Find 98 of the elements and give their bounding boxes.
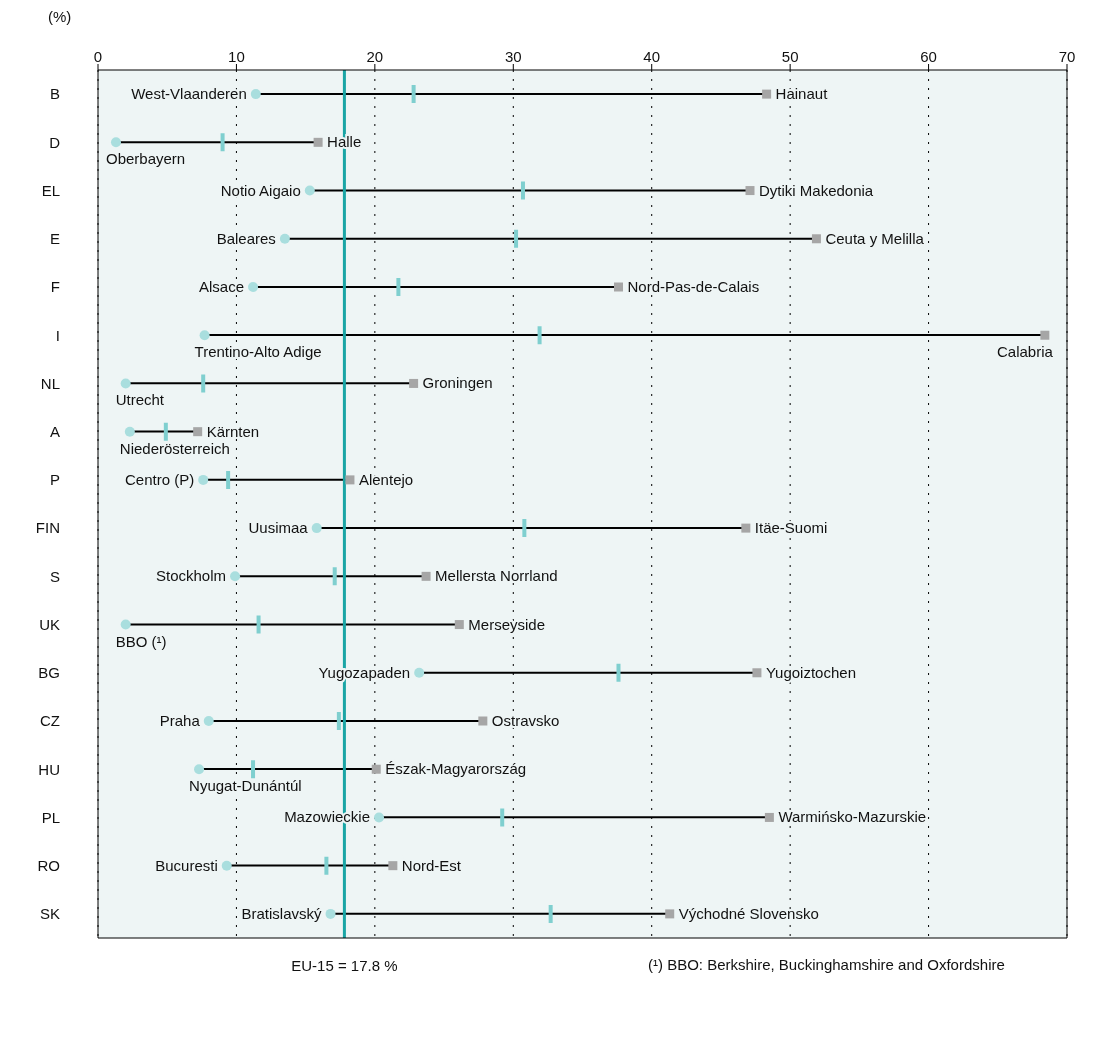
y-tick-label: B xyxy=(49,85,60,103)
point xyxy=(193,427,203,437)
annotation: Yugoiztochen xyxy=(765,663,856,681)
annotation: Calabria xyxy=(996,343,1054,361)
x-tick-label: 60 xyxy=(920,48,937,65)
point xyxy=(221,860,232,871)
annotation: Merseyside xyxy=(468,615,545,633)
point xyxy=(248,282,259,292)
annotation: Nord-Est xyxy=(401,856,462,874)
annotation: BBO (¹) xyxy=(115,632,167,650)
point xyxy=(454,620,464,630)
point xyxy=(124,426,135,437)
point xyxy=(230,571,241,582)
annotation: Uusimaa xyxy=(248,519,309,537)
x-tick-label: 40 xyxy=(643,48,661,65)
point xyxy=(388,861,398,871)
point xyxy=(478,716,488,726)
y-tick-label: RO xyxy=(37,856,60,874)
y-tick-label: NL xyxy=(40,374,60,392)
point xyxy=(311,523,322,534)
annotation: Notio Aigaio xyxy=(220,181,301,199)
x-tick-label: 70 xyxy=(1058,48,1076,65)
point xyxy=(665,909,675,919)
y-tick-label: CZ xyxy=(40,712,60,730)
annotation: Ostravsko xyxy=(491,712,560,729)
annotation: Východné Slovensko xyxy=(678,904,819,922)
point xyxy=(198,474,209,485)
annotation: West-Vlaanderen xyxy=(131,85,247,103)
point xyxy=(279,233,290,244)
y-tick-label: A xyxy=(49,422,60,440)
x-tick-label: 20 xyxy=(366,48,384,65)
point xyxy=(304,185,315,196)
annotation: Utrecht xyxy=(115,391,165,409)
annotation: Stockholm xyxy=(156,567,227,585)
point xyxy=(762,89,772,99)
annotation: Dytiki Makedonia xyxy=(759,181,874,199)
annotation: Itäe-Suomi xyxy=(754,519,828,537)
point xyxy=(203,716,214,726)
annotation: Warmińsko-Mazurskie xyxy=(778,808,927,826)
point xyxy=(345,475,355,485)
annotation: Bratislavský xyxy=(241,904,323,922)
annotation: Nyugat-Dunántúl xyxy=(189,777,302,795)
point xyxy=(811,234,821,244)
x-tick-label: 0 xyxy=(93,48,103,65)
annotation: Trentino-Alto Adige xyxy=(194,343,322,361)
point xyxy=(613,282,623,292)
annotation: Ceuta y Melilla xyxy=(825,229,925,247)
point xyxy=(414,667,425,678)
annotation: Baleares xyxy=(216,229,276,247)
y-tick-label: SK xyxy=(39,905,60,923)
point xyxy=(1040,330,1050,340)
point xyxy=(325,908,336,919)
annotation: Nord-Pas-de-Calais xyxy=(627,278,760,295)
point xyxy=(764,812,774,822)
point xyxy=(194,764,205,775)
text: (¹) BBO: Berkshire, Buckinghamshire and Oxfordshire xyxy=(648,956,1005,973)
annotation: Groningen xyxy=(422,374,493,392)
point xyxy=(752,668,762,678)
y-tick-label: D xyxy=(49,133,61,151)
point xyxy=(120,619,131,630)
point xyxy=(421,571,431,581)
point xyxy=(120,378,131,389)
annotation: Észak-Magyarország xyxy=(385,760,527,778)
point xyxy=(371,764,381,774)
x-axis-title: (%) xyxy=(47,8,73,27)
annotation: Mellersta Norrland xyxy=(435,567,558,585)
y-tick-label: EL xyxy=(41,181,60,199)
y-tick-label: S xyxy=(49,567,60,585)
point xyxy=(745,186,755,196)
point xyxy=(199,330,210,341)
y-tick-label: HU xyxy=(38,760,60,778)
annotation: Niederösterreich xyxy=(119,439,230,457)
x-tick-label: 10 xyxy=(228,48,245,65)
y-tick-label: P xyxy=(49,471,60,489)
point xyxy=(250,89,261,100)
point xyxy=(313,137,323,147)
y-tick-label: BG xyxy=(38,664,60,682)
x-tick-label: 30 xyxy=(504,48,522,65)
annotation: Praha xyxy=(159,712,201,729)
annotation: Hainaut xyxy=(775,85,829,103)
annotation: Centro (P) xyxy=(125,470,195,488)
y-tick-label: PL xyxy=(41,808,60,826)
point xyxy=(741,523,751,533)
annotation: Bucuresti xyxy=(155,856,218,874)
y-tick-label: F xyxy=(50,278,60,296)
annotation: Alsace xyxy=(199,278,245,295)
annotation: Oberbayern xyxy=(106,150,186,168)
y-tick-label: I xyxy=(55,326,60,344)
y-tick-label: UK xyxy=(39,615,60,633)
point xyxy=(111,137,121,148)
y-tick-label: E xyxy=(49,230,60,248)
annotation: Alentejo xyxy=(358,470,414,488)
annotation: Kärnten xyxy=(206,422,260,440)
x-tick-label: 50 xyxy=(781,48,799,65)
ref-line-label: EU-15 = 17.8 % xyxy=(291,956,398,974)
y-tick-label: FIN xyxy=(35,519,60,537)
point xyxy=(409,378,419,388)
point xyxy=(374,812,385,823)
